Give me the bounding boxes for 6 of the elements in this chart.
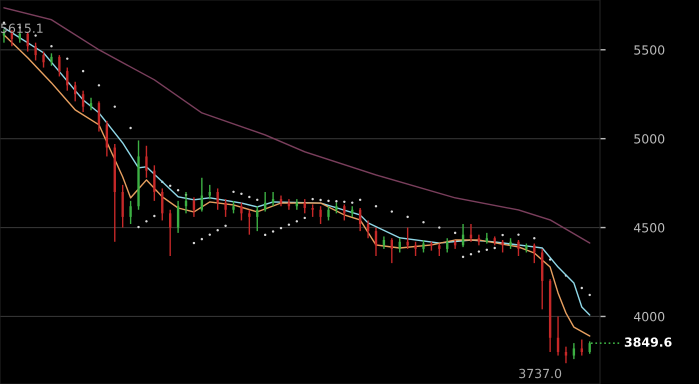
y-tick-label: 4500: [634, 223, 664, 232]
ref-line-label: 3849.6: [624, 337, 672, 347]
y-tick-label: 5000: [634, 134, 664, 144]
annotation: 3737.0: [519, 368, 562, 378]
y-tick-label: 4000: [634, 312, 664, 322]
y-tick-label: 5500: [634, 45, 664, 55]
